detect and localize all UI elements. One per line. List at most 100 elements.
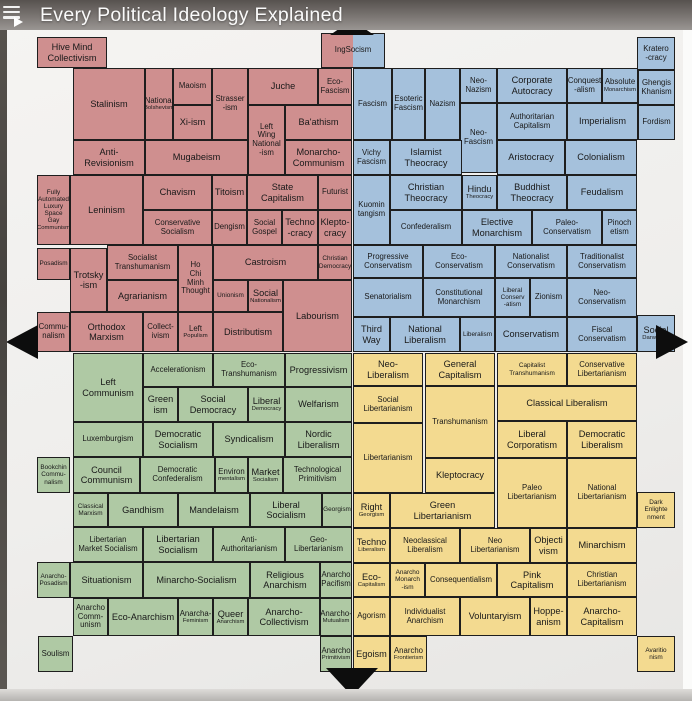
ideology-label: General Capitalism [438,359,482,380]
ideology-label: Council Communism [80,464,133,485]
cell-green-libertarianism: Green Libertarianism [390,493,495,528]
cell-buddhist-theocracy: Buddhist Theocracy [497,175,567,210]
cell-fiscal-conservatism: Fiscal Conservatism [567,317,637,352]
ideology-label: Dengism [214,222,245,232]
cell-eco: Eco- Capitalism [353,563,390,597]
cell-anarcho: Anarcho Frontierism [390,636,427,672]
ideology-label: Christian Democracy [318,255,352,270]
ideology-label: Absolute [604,77,636,87]
cell-islamist-theocracy: Islamist Theocracy [390,140,462,175]
ideology-label: State Capitalism [261,182,304,203]
ideology-label: Libertarian Market Socialism [78,534,138,553]
ideology-label: Pink Capitalism [510,569,554,590]
ideology-label: Anarcho- Capitalism [580,606,624,627]
cell-fully-automated-luxury-space-gay: Fully Automated Luxury Space Gay Communis… [37,175,70,245]
cell-eco-anarchism: Eco-Anarchism [108,598,178,636]
ideology-label: Egoism [356,648,387,659]
ideology-label: Democratic Confederalism [152,465,203,483]
cell-hoppe-anism: Hoppe- anism [530,597,567,636]
cell-esoteric-fascism: Esoteric Fascism [392,68,425,140]
ideology-label: Syndicalism [224,434,274,445]
ideology-sublabel: Frontierism [393,655,424,662]
cell-progressivism: Progressivism [285,353,352,387]
ideology-sublabel: Georgism [358,512,385,519]
cell-national-libertarianism: National Libertarianism [567,458,637,528]
cell-syndicalism: Syndicalism [213,422,285,457]
cell-minarcho-socialism: Minarcho-Socialism [143,562,250,598]
ideology-label: Accelerationism [150,364,206,374]
cell-gandhism: Gandhism [108,493,178,527]
ideology-label: Paleo- Conservatism [543,217,591,236]
ideology-label: Neo- Fascism [463,128,494,146]
ideology-sublabel: Democracy [251,406,282,413]
hamburger-menu-icon[interactable] [3,3,23,21]
ideology-label: Agrarianism [117,290,167,301]
cell-dengism: Dengism [212,210,247,245]
ideology-label: Xi-ism [179,117,206,128]
cell-agrarianism: Agrarianism [107,280,178,312]
cell-national-liberalism: National Liberalism [390,317,460,352]
ideology-label: Left [188,323,202,333]
ideology-label: Techno -cracy [285,217,315,238]
cell-ba-athism: Ba'athism [285,105,352,140]
ideology-label: Anti- Authoritarianism [220,534,278,553]
ideology-label: Liberal Corporatism [506,429,558,450]
cell-nationalist-conservatism: Nationalist Conservatism [495,245,567,278]
cell-welfarism: Welfarism [285,387,352,422]
cell-soulism: Soulism [38,636,73,672]
cell-situationism: Situationism [70,562,143,598]
cell-zionism: Zionism [530,278,567,317]
ideology-label: Corporate Autocracy [511,75,553,96]
ideology-label: Zionism [534,292,563,302]
ideology-label: Dark Enlighte nment [644,499,668,521]
ideology-sublabel: mentalism [218,476,245,483]
cell-posadism: Posadism [37,248,70,280]
ideology-label: Welfarism [298,399,339,410]
ideology-label: Islamist Theocracy [404,147,448,168]
ideology-label: Paleo Libertarianism [507,483,557,501]
cell-christian-theocracy: Christian Theocracy [390,175,462,210]
ideology-label: Minarcho-Socialism [156,574,237,585]
ideology-sublabel: Anarchism [216,618,245,625]
cell-social-democracy: Social Democracy [178,387,248,422]
cell-vichy-fascism: Vichy Fascism [353,140,390,175]
cell-social-gospel: Social Gospel [247,210,282,245]
cell-fordism: Fordism [638,105,675,140]
cell-democratic-liberalism: Democratic Liberalism [567,421,637,458]
cell-nordic-liberalism: Nordic Liberalism [285,422,352,457]
ideology-label: Queer [217,608,244,619]
cell-social: Social Nationalism [248,280,283,312]
cell-general-capitalism: General Capitalism [425,353,495,386]
ideology-label: Pinoch etism [607,217,632,236]
cell-neo-liberalism: Neo- Liberalism [353,353,423,386]
ideology-label: Vichy Fascism [356,147,387,166]
ideology-label: Kleptocracy [435,470,484,481]
ideology-label: Kuomin tangism [357,200,386,218]
cell-klepto-cracy: Klepto- cracy [318,210,352,245]
ideology-label: Luxemburgism [82,434,134,444]
ideology-label: Eco- Fascism [320,76,350,95]
ideology-label: Anarcho [393,645,424,655]
ideology-label: Fordism [642,117,671,127]
video-bottom-edge [0,689,692,701]
ideology-label: Senatorialism [364,292,412,302]
ideology-label: Anarcho- Collectivism [259,606,309,627]
cell-liberal-conserv-atism: Liberal Conserv -atism [495,278,530,317]
ideology-label: Eco- Transhumanism [221,360,277,378]
cell-objecti-vism: Objecti vism [530,528,567,563]
ideology-label: Social [252,287,279,298]
cell-pink-capitalism: Pink Capitalism [497,563,567,597]
ideology-label: Traditionalist Conservatism [578,251,626,270]
ideology-label: Kratero -cracy [643,43,669,62]
ideology-label: Hoppe- anism [533,606,564,627]
ideology-label: Bookchin Commu- nalism [40,464,67,486]
ideology-label: Anarcha- [179,608,212,618]
ideology-label: Maoism [178,81,207,91]
ideology-label: Mugabeism [172,152,221,163]
cell-senatorialism: Senatorialism [353,278,423,317]
ideology-label: Conservative Socialism [154,217,201,236]
left-arrow-icon [6,325,38,359]
cell-progressive-conservatism: Progressive Conservatism [353,245,423,278]
cell-labourism: Labourism [283,280,352,352]
